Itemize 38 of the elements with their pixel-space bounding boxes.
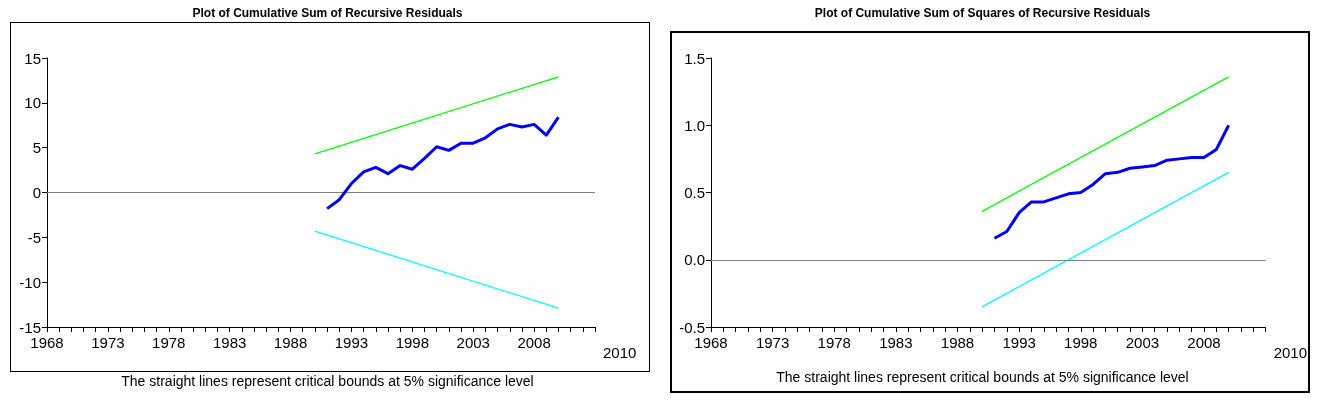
- y-tick-label: -10: [19, 273, 41, 291]
- line-series: [325, 115, 560, 211]
- x-tick-label: 1973: [755, 334, 790, 351]
- x-tick-label: 1993: [1002, 334, 1036, 351]
- x-tick-label: 1988: [273, 334, 308, 351]
- x-tick-label: 2003: [1125, 334, 1160, 351]
- x-tick-label: 1993: [334, 334, 369, 351]
- y-tick-label: 1.5: [684, 49, 705, 67]
- y-tick-label: 0.5: [684, 184, 705, 201]
- y-tick-label: 0.0: [684, 251, 705, 269]
- y-tick-label: 1.0: [684, 116, 705, 134]
- chart-title: Plot of Cumulative Sum of Squares of Recursive Residuals: [814, 6, 1151, 20]
- text: The straight lines represent critical bounds at 5% significance level: [121, 373, 534, 389]
- y-tick-label: 15: [24, 49, 41, 67]
- x-tick-label: 2008: [1187, 334, 1221, 351]
- x-tick-label: 1968: [30, 334, 64, 351]
- x-tick-label: 1973: [91, 334, 125, 351]
- x-tick-label: 1988: [940, 334, 975, 351]
- x-tick-label: 1978: [152, 334, 186, 351]
- y-tick-label: 0: [32, 184, 41, 201]
- x-tick-label: 1968: [694, 334, 728, 351]
- y-tick-label: -0.5: [679, 318, 705, 336]
- x-tick-label: 2008: [517, 334, 551, 351]
- x-tick-label: 1998: [1064, 334, 1098, 351]
- y-tick-label: -15: [19, 318, 41, 336]
- x-tick-label: 1983: [212, 334, 247, 351]
- x-axis-title: 2010: [1273, 344, 1308, 361]
- x-tick-label: 1978: [817, 334, 851, 351]
- x-tick-label: 1983: [879, 334, 913, 351]
- text: The straight lines represent critical bounds at 5% significance level: [776, 369, 1189, 385]
- y-tick-label: -5: [27, 228, 41, 246]
- x-tick-label: 2003: [456, 334, 490, 351]
- y-tick-label: 5: [32, 139, 41, 157]
- line-series: [992, 123, 1231, 240]
- y-tick-label: 10: [24, 94, 41, 112]
- x-tick-label: 1998: [395, 334, 430, 351]
- x-axis-title: 2010: [603, 344, 637, 361]
- chart-title: Plot of Cumulative Sum of Recursive Residuals: [192, 6, 463, 20]
